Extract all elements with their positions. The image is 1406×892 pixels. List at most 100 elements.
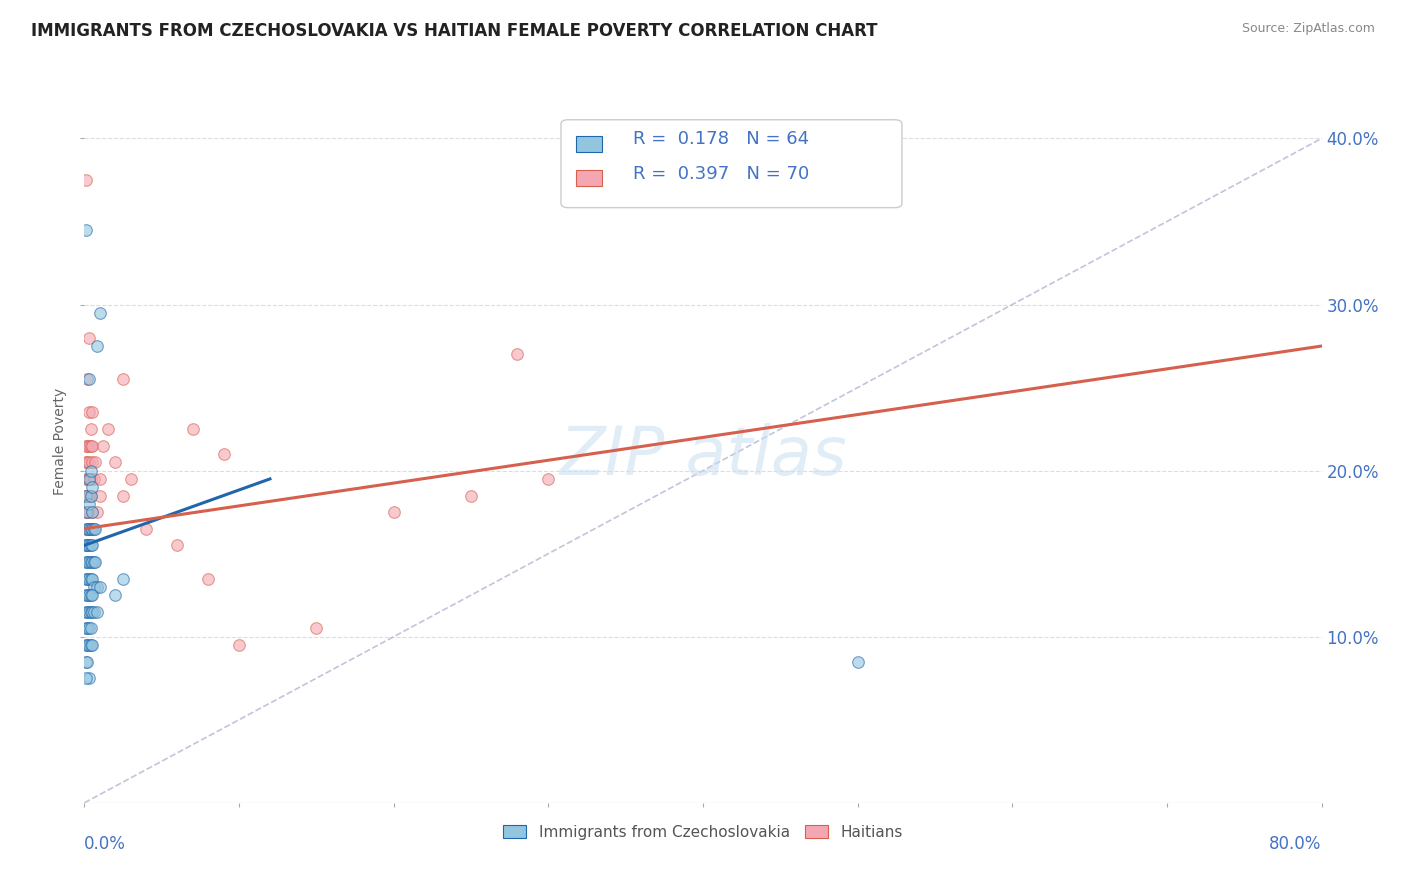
Point bbox=[79, 472, 101, 486]
Point bbox=[77, 455, 100, 469]
Point bbox=[82, 538, 104, 552]
Point bbox=[76, 439, 98, 453]
Point bbox=[86, 580, 108, 594]
Point bbox=[305, 621, 328, 635]
Point bbox=[460, 489, 482, 503]
Point bbox=[82, 405, 104, 419]
Point bbox=[77, 497, 100, 511]
Point bbox=[91, 439, 114, 453]
Point bbox=[79, 555, 101, 569]
Point bbox=[77, 638, 100, 652]
Point bbox=[89, 489, 111, 503]
Point bbox=[76, 489, 98, 503]
Point bbox=[75, 489, 97, 503]
Point bbox=[77, 489, 100, 503]
Point bbox=[76, 472, 98, 486]
Text: Source: ZipAtlas.com: Source: ZipAtlas.com bbox=[1241, 22, 1375, 36]
Point bbox=[75, 472, 97, 486]
Point bbox=[181, 422, 204, 436]
Point bbox=[76, 372, 98, 386]
Point bbox=[82, 455, 104, 469]
Point bbox=[82, 439, 104, 453]
Point bbox=[83, 472, 105, 486]
Point bbox=[89, 472, 111, 486]
Point bbox=[82, 480, 104, 494]
Point bbox=[76, 522, 98, 536]
Point bbox=[75, 671, 97, 685]
Point bbox=[76, 655, 98, 669]
Legend: Immigrants from Czechoslovakia, Haitians: Immigrants from Czechoslovakia, Haitians bbox=[498, 819, 908, 846]
Point bbox=[77, 472, 100, 486]
Point bbox=[846, 655, 869, 669]
Point bbox=[197, 572, 219, 586]
Point bbox=[89, 306, 111, 320]
Point bbox=[77, 505, 100, 519]
Point bbox=[82, 572, 104, 586]
Point bbox=[84, 522, 107, 536]
Point bbox=[112, 372, 135, 386]
Point bbox=[79, 638, 101, 652]
Point bbox=[104, 455, 127, 469]
Point bbox=[135, 522, 157, 536]
Point bbox=[120, 472, 142, 486]
Point bbox=[112, 572, 135, 586]
Text: R =  0.397   N = 70: R = 0.397 N = 70 bbox=[633, 165, 810, 183]
Point bbox=[382, 505, 405, 519]
Point bbox=[79, 464, 101, 478]
Point bbox=[82, 522, 104, 536]
Point bbox=[77, 331, 100, 345]
Point bbox=[79, 489, 101, 503]
Point bbox=[96, 422, 118, 436]
Point bbox=[79, 621, 101, 635]
Point bbox=[82, 638, 104, 652]
Point bbox=[75, 538, 97, 552]
Point bbox=[76, 555, 98, 569]
Point bbox=[75, 489, 97, 503]
Point bbox=[212, 447, 235, 461]
Point bbox=[76, 605, 98, 619]
Point bbox=[75, 455, 97, 469]
Point bbox=[82, 605, 104, 619]
Point bbox=[506, 347, 529, 361]
Point bbox=[77, 439, 100, 453]
Point bbox=[77, 588, 100, 602]
Point bbox=[76, 538, 98, 552]
Point bbox=[76, 588, 98, 602]
Point bbox=[82, 588, 104, 602]
Point bbox=[77, 522, 100, 536]
Point bbox=[166, 538, 188, 552]
Point bbox=[84, 555, 107, 569]
Text: ZIP atlas: ZIP atlas bbox=[560, 423, 846, 489]
Point bbox=[75, 605, 97, 619]
Point bbox=[75, 638, 97, 652]
Point bbox=[75, 522, 97, 536]
Point bbox=[75, 555, 97, 569]
Y-axis label: Female Poverty: Female Poverty bbox=[53, 388, 67, 495]
Point bbox=[75, 538, 97, 552]
Point bbox=[76, 505, 98, 519]
Point bbox=[112, 489, 135, 503]
Point bbox=[75, 173, 97, 187]
Point bbox=[84, 455, 107, 469]
Point bbox=[77, 522, 100, 536]
Point bbox=[79, 422, 101, 436]
Point bbox=[86, 605, 108, 619]
Point bbox=[79, 522, 101, 536]
Point bbox=[83, 555, 105, 569]
Point bbox=[83, 605, 105, 619]
Point bbox=[77, 621, 100, 635]
Point bbox=[76, 455, 98, 469]
Point bbox=[79, 588, 101, 602]
Point bbox=[75, 505, 97, 519]
Point bbox=[77, 555, 100, 569]
Point bbox=[79, 489, 101, 503]
Point bbox=[82, 555, 104, 569]
Text: 80.0%: 80.0% bbox=[1270, 835, 1322, 854]
Point bbox=[79, 572, 101, 586]
Point bbox=[75, 655, 97, 669]
Point bbox=[82, 505, 104, 519]
Point bbox=[76, 538, 98, 552]
Point bbox=[77, 605, 100, 619]
Text: R =  0.178   N = 64: R = 0.178 N = 64 bbox=[633, 130, 810, 148]
Text: IMMIGRANTS FROM CZECHOSLOVAKIA VS HAITIAN FEMALE POVERTY CORRELATION CHART: IMMIGRANTS FROM CZECHOSLOVAKIA VS HAITIA… bbox=[31, 22, 877, 40]
